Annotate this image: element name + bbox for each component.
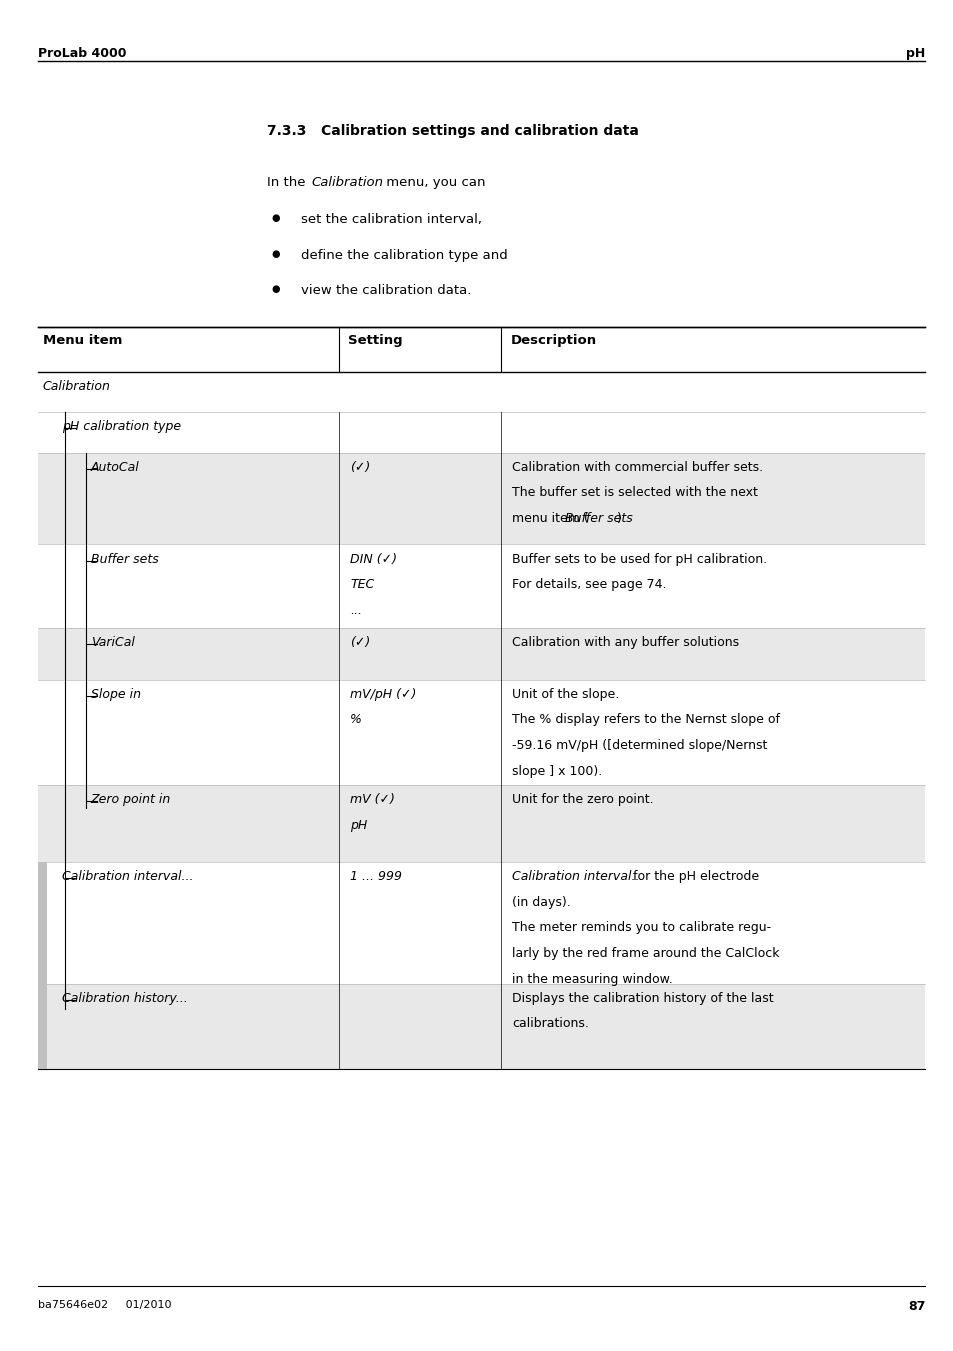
Text: larly by the red frame around the CalClock: larly by the red frame around the CalClo… xyxy=(512,947,779,961)
Text: in the measuring window.: in the measuring window. xyxy=(512,973,673,986)
Bar xyxy=(38,785,924,862)
Text: Calibration history...: Calibration history... xyxy=(62,992,188,1005)
Text: (✓): (✓) xyxy=(350,636,370,650)
Text: 1 ... 999: 1 ... 999 xyxy=(350,870,402,884)
Text: -59.16 mV/pH ([determined slope/Nernst: -59.16 mV/pH ([determined slope/Nernst xyxy=(512,739,767,753)
Text: Unit of the slope.: Unit of the slope. xyxy=(512,688,618,701)
Bar xyxy=(38,862,47,984)
Bar xyxy=(38,984,924,1069)
Bar xyxy=(38,984,47,1069)
Text: ●: ● xyxy=(272,249,280,258)
Text: pH calibration type: pH calibration type xyxy=(62,420,181,434)
Text: TEC: TEC xyxy=(350,578,374,592)
Text: In the: In the xyxy=(267,176,310,189)
Text: menu, you can: menu, you can xyxy=(381,176,484,189)
Bar xyxy=(38,544,924,628)
Text: slope ] x 100).: slope ] x 100). xyxy=(512,765,602,778)
Text: Setting: Setting xyxy=(348,334,402,347)
Text: for the pH electrode: for the pH electrode xyxy=(628,870,758,884)
Text: Description: Description xyxy=(510,334,596,347)
Text: For details, see page 74.: For details, see page 74. xyxy=(512,578,666,592)
Text: menu item (: menu item ( xyxy=(512,512,588,526)
Text: ProLab 4000: ProLab 4000 xyxy=(38,47,127,61)
Text: 87: 87 xyxy=(907,1300,924,1313)
Bar xyxy=(38,412,924,453)
Text: Menu item: Menu item xyxy=(43,334,122,347)
Text: The % display refers to the Nernst slope of: The % display refers to the Nernst slope… xyxy=(512,713,780,727)
Text: Calibration interval...: Calibration interval... xyxy=(62,870,193,884)
Text: mV (✓): mV (✓) xyxy=(350,793,395,807)
Text: pH: pH xyxy=(350,819,367,832)
Text: The meter reminds you to calibrate regu-: The meter reminds you to calibrate regu- xyxy=(512,921,771,935)
Text: Displays the calibration history of the last: Displays the calibration history of the … xyxy=(512,992,773,1005)
Text: (✓): (✓) xyxy=(350,461,370,474)
Text: DIN (✓): DIN (✓) xyxy=(350,553,396,566)
Text: AutoCal: AutoCal xyxy=(91,461,139,474)
Text: Buffer sets to be used for pH calibration.: Buffer sets to be used for pH calibratio… xyxy=(512,553,766,566)
Bar xyxy=(38,372,924,412)
Text: ba75646e02     01/2010: ba75646e02 01/2010 xyxy=(38,1300,172,1309)
Text: set the calibration interval,: set the calibration interval, xyxy=(300,213,481,227)
Text: mV/pH (✓): mV/pH (✓) xyxy=(350,688,416,701)
Text: (in days).: (in days). xyxy=(512,896,571,909)
Bar xyxy=(38,327,924,372)
Text: pH: pH xyxy=(905,47,924,61)
Text: %: % xyxy=(350,713,361,727)
Text: Zero point in: Zero point in xyxy=(91,793,171,807)
Text: Calibration: Calibration xyxy=(43,380,111,393)
Bar xyxy=(38,628,924,680)
Text: Slope in: Slope in xyxy=(91,688,140,701)
Text: Buffer sets: Buffer sets xyxy=(91,553,158,566)
Text: Buffer sets: Buffer sets xyxy=(564,512,632,526)
Text: ●: ● xyxy=(272,284,280,293)
Text: 7.3.3   Calibration settings and calibration data: 7.3.3 Calibration settings and calibrati… xyxy=(267,124,639,138)
Text: Calibration: Calibration xyxy=(311,176,382,189)
Text: define the calibration type and: define the calibration type and xyxy=(300,249,507,262)
Text: ●: ● xyxy=(272,213,280,223)
Text: Calibration with commercial buffer sets.: Calibration with commercial buffer sets. xyxy=(512,461,762,474)
Text: Unit for the zero point.: Unit for the zero point. xyxy=(512,793,653,807)
Text: view the calibration data.: view the calibration data. xyxy=(300,284,471,297)
Text: The buffer set is selected with the next: The buffer set is selected with the next xyxy=(512,486,758,500)
Bar xyxy=(38,680,924,785)
Text: calibrations.: calibrations. xyxy=(512,1017,589,1031)
Bar xyxy=(38,453,924,544)
Bar xyxy=(38,862,924,984)
Text: Calibration with any buffer solutions: Calibration with any buffer solutions xyxy=(512,636,739,650)
Text: VariCal: VariCal xyxy=(91,636,134,650)
Text: ...: ... xyxy=(350,604,362,617)
Text: ): ) xyxy=(617,512,621,526)
Text: Calibration interval...: Calibration interval... xyxy=(512,870,643,884)
